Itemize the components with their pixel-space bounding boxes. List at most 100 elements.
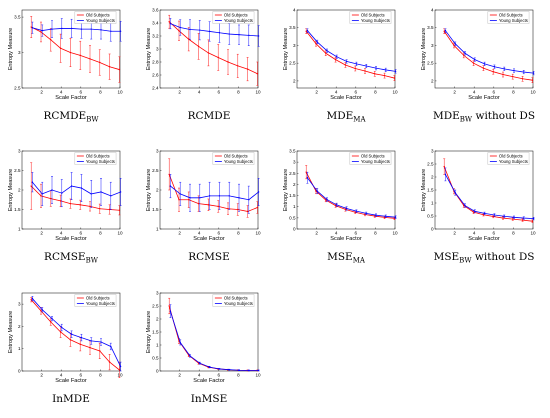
legend-label: Young Subjects xyxy=(224,159,253,164)
data-point xyxy=(179,26,181,29)
x-tick-label: 10 xyxy=(255,373,261,378)
x-tick-label: 8 xyxy=(237,90,240,95)
data-point xyxy=(40,310,42,312)
caption-main: RCMDE xyxy=(188,110,231,122)
caption-main: MSE xyxy=(434,251,460,263)
series-line xyxy=(443,166,533,222)
x-axis-label: Scale Factor xyxy=(55,378,87,384)
y-tick-label: 3 xyxy=(18,302,21,307)
legend-label: Young Subjects xyxy=(224,301,253,306)
axes-frame xyxy=(296,9,396,89)
y-tick-label: 1 xyxy=(431,201,434,206)
y-tick-label: 0.5 xyxy=(427,214,434,219)
data-point xyxy=(69,51,72,54)
legend-box xyxy=(212,11,255,24)
y-tick-label: 2.6 xyxy=(152,73,159,78)
data-point xyxy=(30,185,32,187)
data-point xyxy=(502,73,504,76)
data-point xyxy=(257,35,260,37)
series-line xyxy=(170,185,259,201)
data-point xyxy=(61,192,63,194)
data-point xyxy=(50,321,52,323)
data-point xyxy=(119,30,122,32)
panel-caption: RCMSE xyxy=(188,251,230,263)
x-tick-label: 6 xyxy=(80,90,83,95)
y-tick-label: 0.5 xyxy=(289,215,296,220)
series-old-subjects xyxy=(443,158,534,223)
data-point xyxy=(80,28,83,30)
data-point xyxy=(531,79,534,81)
x-tick-label: 4 xyxy=(60,231,63,236)
legend-label: Young Subjects xyxy=(361,18,390,23)
data-point xyxy=(325,52,327,54)
data-point xyxy=(493,214,496,216)
chart-panel-5: 2 4 6 8 10 1 1.5 2 2.5 3 Scale Factor Entropy Measu… xyxy=(8,149,123,265)
y-tick-label: 3.5 xyxy=(427,25,434,30)
x-axis-label: Scale Factor xyxy=(468,236,500,242)
caption-main: InMDE xyxy=(52,393,90,405)
caption-subscript: BW xyxy=(86,116,99,124)
data-point xyxy=(531,220,534,222)
data-point xyxy=(189,355,191,357)
chart-panel-7: 2 4 6 8 10 0 0.5 1 1.5 2 2.5 3 3.5 Scale Factor Entrop… xyxy=(283,149,398,265)
x-tick-label: 8 xyxy=(237,373,240,378)
data-point xyxy=(169,185,172,187)
x-tick-label: 10 xyxy=(117,90,123,95)
data-point xyxy=(199,29,201,31)
data-point xyxy=(110,30,112,32)
chart-panel-8: 2 4 6 8 10 0 0.5 1 1.5 2 2.5 3 Scale Factor Entropy M… xyxy=(421,149,536,265)
x-tick-label: 6 xyxy=(80,373,83,378)
data-point xyxy=(90,28,92,30)
panel-caption: MDEMA xyxy=(326,110,366,124)
y-tick-label: 2.5 xyxy=(152,304,159,309)
legend-box xyxy=(487,11,530,24)
y-tick-label: 2 xyxy=(293,78,296,83)
x-tick-label: 8 xyxy=(374,90,377,95)
data-point xyxy=(59,47,62,49)
x-tick-label: 10 xyxy=(255,231,261,236)
data-point xyxy=(108,361,111,363)
legend-box xyxy=(74,294,117,307)
y-axis-label: Entropy Measure xyxy=(8,28,14,71)
data-point xyxy=(483,212,486,215)
data-point xyxy=(217,205,219,208)
y-tick-label: 3.4 xyxy=(152,21,159,26)
legend-label: Old Subjects xyxy=(224,13,248,18)
data-point xyxy=(188,38,190,40)
series-young-subjects xyxy=(169,174,260,214)
series-old-subjects xyxy=(443,28,534,83)
y-tick-label: 1.5 xyxy=(427,188,434,193)
x-tick-label: 10 xyxy=(255,90,261,95)
caption-main: MSE xyxy=(327,251,353,263)
x-tick-label: 2 xyxy=(178,373,181,378)
y-tick-label: 2 xyxy=(293,182,296,187)
series-young-subjects xyxy=(31,172,122,210)
panel-caption: MSEBW without DS xyxy=(434,251,535,265)
x-tick-label: 2 xyxy=(178,231,181,236)
chart-panel-2: 2 4 6 8 10 2.4 2.6 2.8 3 3.2 3.4 3.6 Entropy Measure… xyxy=(146,8,261,123)
data-point xyxy=(168,21,170,23)
x-tick-label: 10 xyxy=(117,373,123,378)
data-point xyxy=(512,75,514,78)
series-line xyxy=(168,305,258,371)
data-point xyxy=(189,197,191,199)
legend-label: Old Subjects xyxy=(499,154,523,159)
y-tick-label: 2 xyxy=(18,188,21,193)
legend-box xyxy=(74,11,117,24)
caption-main: MDE xyxy=(326,110,353,122)
x-tick-label: 2 xyxy=(40,231,43,236)
x-tick-label: 6 xyxy=(493,231,496,236)
series-line xyxy=(168,21,258,75)
x-tick-label: 4 xyxy=(473,231,476,236)
y-tick-label: 2.5 xyxy=(289,171,296,176)
data-point xyxy=(59,200,62,202)
series-old-subjects xyxy=(305,28,396,81)
y-tick-label: 3 xyxy=(18,149,21,154)
data-point xyxy=(31,181,34,183)
series-line xyxy=(307,30,396,72)
data-point xyxy=(218,32,221,34)
x-tick-label: 6 xyxy=(218,90,221,95)
